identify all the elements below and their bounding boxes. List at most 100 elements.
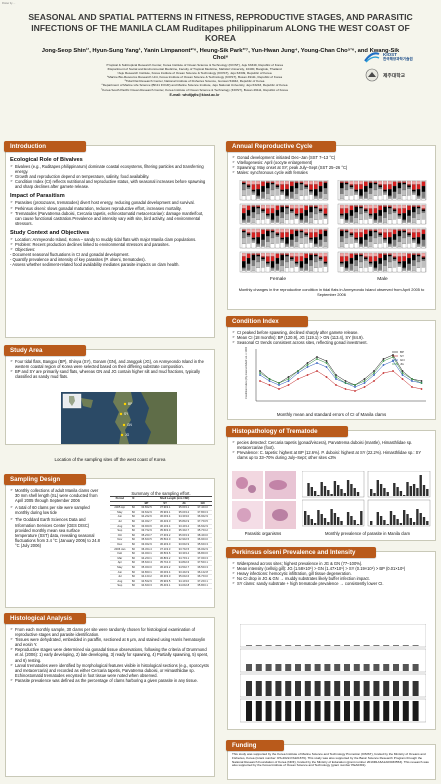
table-cell: 36.5±3.3 (193, 565, 212, 571)
stage-bar-segment (318, 209, 323, 212)
stage-bar-segment (261, 228, 265, 230)
stage-bar-segment (402, 270, 407, 273)
stage-bar-segment (265, 182, 270, 189)
stage-bar-segment (416, 205, 421, 207)
stage-bar-segment (285, 232, 289, 238)
stage-bar-segment (339, 218, 344, 225)
stage-bar-segment (251, 242, 256, 249)
stage-bar-segment (411, 232, 416, 238)
stage-bar-segment (246, 186, 251, 189)
stage-bar-segment (411, 254, 416, 261)
stage-bar-segment (318, 229, 323, 235)
stage-bar-segment (363, 267, 368, 273)
stage-bar-segment (354, 180, 359, 185)
stage-bar-segment (359, 208, 363, 215)
table-cell: 35.9±3.1 (155, 510, 175, 516)
stage-bar-segment (280, 270, 285, 273)
prevalence-bar (320, 482, 323, 496)
stage-bar-segment (339, 198, 344, 201)
stage-bar-segment (275, 221, 280, 223)
introduction-heading: Introduction (4, 141, 86, 152)
prevalence-bar (412, 484, 416, 496)
stage-bar-segment (339, 208, 344, 214)
prevalence-bar (379, 484, 383, 496)
perkinsus-bar (324, 664, 331, 671)
stage-bar-segment (261, 209, 265, 212)
stage-bar-segment (383, 217, 387, 224)
stage-bar-segment (251, 228, 256, 233)
stage-bar-segment (285, 228, 289, 233)
prevalence-bar (317, 495, 320, 496)
stage-bar-segment (392, 252, 397, 257)
stage-bar-segment (407, 263, 411, 270)
stage-bar-segment (383, 232, 387, 238)
stage-bar-segment (378, 232, 383, 234)
stage-bar-segment (387, 253, 392, 255)
stage-bar-segment (275, 263, 280, 270)
stage-bar-segment (363, 228, 368, 230)
stage-bar-segment (280, 237, 285, 240)
stage-bar-segment (294, 241, 299, 248)
stage-bar-segment (392, 180, 397, 182)
stage-bar-segment (299, 182, 304, 185)
perkinsus-intensity-chart (240, 624, 426, 723)
table-cell: 36.9±2.9 (193, 514, 212, 520)
table-cell: 35.0±3.0 (137, 565, 156, 571)
stage-bar-segment (383, 228, 387, 233)
stage-bar-segment (309, 239, 313, 242)
stage-bar-segment (411, 189, 416, 192)
stage-bar-segment (344, 243, 349, 249)
stage-bar-segment (299, 243, 304, 249)
stage-bar-segment (397, 241, 402, 248)
stage-bar-segment (246, 205, 251, 211)
stage-bar-segment (318, 258, 323, 261)
table-cell: Feb (110, 551, 130, 557)
stage-bar-segment (251, 189, 256, 192)
stage-bar-segment (241, 270, 246, 273)
stage-bar-segment (304, 205, 309, 211)
parasite-organisms-caption: Parasitic organisms (244, 531, 282, 536)
stage-bar-segment (359, 198, 363, 201)
stage-bar-segment (363, 185, 368, 192)
table-cell: 36.2±3.2 (155, 565, 175, 571)
prevalence-bar (422, 485, 426, 496)
stage-bar-segment (323, 252, 328, 257)
stage-bar-segment (378, 185, 383, 188)
table-cell: 60 (129, 510, 138, 516)
stage-bar-segment (416, 256, 421, 263)
perkinsus-bar (285, 701, 292, 721)
stage-bar-segment (416, 232, 421, 238)
stage-bar-segment (285, 213, 289, 220)
stage-bar-segment (407, 243, 411, 249)
stage-bar-segment (373, 230, 378, 233)
stage-bar-segment (349, 269, 354, 271)
stage-bar-segment (407, 257, 411, 264)
stage-bar-segment (392, 256, 397, 258)
prevalence-bar (313, 523, 317, 525)
stage-bar-segment (411, 252, 416, 254)
table-row: 2005 Apr 60 33.8±2.5 37.9±3.1 35.6±3.1 37.4±3… (110, 505, 212, 511)
stage-bar-segment (421, 257, 426, 260)
stage-bar-segment (339, 193, 344, 200)
stage-bar-segment (285, 253, 289, 255)
stage-bar-segment (280, 184, 285, 190)
stage-bar-segment (270, 181, 275, 183)
stage-bar-segment (363, 257, 368, 260)
stage-bar-segment (349, 215, 354, 222)
stage-bar-segment (251, 191, 256, 194)
stage-bar-segment (339, 204, 344, 209)
stage-bar-segment (402, 180, 407, 182)
prevalence-bar (396, 487, 399, 496)
stage-bar-segment (313, 237, 318, 244)
stage-bar-segment (265, 252, 270, 257)
prevalence-bar (412, 522, 416, 525)
prevalence-bar (330, 509, 333, 525)
perkinsus-heading: Perkinsus olseni Prevalence and Intensit… (226, 547, 376, 558)
stage-bar-segment (251, 217, 256, 224)
table-cell: 37.3±3.2 (155, 533, 175, 539)
table-header: GN (193, 500, 212, 507)
prevalence-bar (313, 491, 317, 496)
stage-bar-segment (285, 219, 289, 225)
stage-bar-segment (359, 213, 363, 220)
stage-bar-segment (383, 252, 387, 254)
